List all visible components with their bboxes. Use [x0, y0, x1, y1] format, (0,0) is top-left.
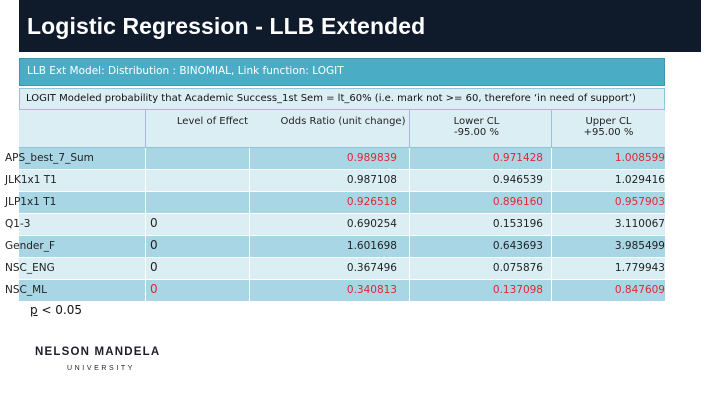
logo-main-text: NELSON MANDELA: [35, 346, 161, 358]
subtitle-text: LOGIT Modeled probability that Academic …: [26, 93, 636, 104]
row-level: 0: [145, 214, 249, 235]
header-upper-line2: +95.00 %: [583, 127, 634, 138]
page-title: Logistic Regression - LLB Extended: [27, 13, 426, 39]
results-table: Level of Effect Odds Ratio (unit change)…: [5, 110, 665, 302]
row-label: NSC_ML: [5, 284, 48, 296]
row-lower: 0.643693: [409, 236, 551, 257]
row-lower: 0.971428: [409, 148, 551, 169]
p-symbol: p: [30, 303, 38, 317]
row-upper: 3.110067: [551, 214, 665, 235]
header-label: [5, 110, 145, 147]
row-level: [145, 148, 249, 169]
table-header: Level of Effect Odds Ratio (unit change)…: [19, 110, 665, 148]
row-label: Q1-3: [5, 218, 31, 230]
table-row: Q1-3 0 0.690254 0.153196 3.110067: [5, 214, 665, 236]
row-odds: 0.987108: [249, 170, 409, 191]
row-label: JLK1x1 T1: [5, 174, 57, 186]
row-level: [145, 192, 249, 213]
row-odds: 0.926518: [249, 192, 409, 213]
table-row: NSC_ML 0 0.340813 0.137098 0.847609: [5, 280, 665, 302]
row-label: JLP1x1 T1: [5, 196, 57, 208]
row-label: Gender_F: [5, 240, 55, 252]
row-lower: 0.137098: [409, 280, 551, 301]
row-lower: 0.946539: [409, 170, 551, 191]
row-odds: 0.989839: [249, 148, 409, 169]
row-upper: 0.847609: [551, 280, 665, 301]
row-odds: 0.340813: [249, 280, 409, 301]
row-label: NSC_ENG: [5, 262, 55, 274]
table-row: NSC_ENG 0 0.367496 0.075876 1.779943: [5, 258, 665, 280]
header-upper: Upper CL +95.00 %: [551, 110, 665, 147]
table-row: Gender_F 0 1.601698 0.643693 3.985499: [5, 236, 665, 258]
title-bar: Logistic Regression - LLB Extended: [19, 0, 701, 52]
table-row: JLK1x1 T1 0.987108 0.946539 1.029416: [5, 170, 665, 192]
row-level: 0: [145, 258, 249, 279]
row-odds: 0.367496: [249, 258, 409, 279]
header-odds: Odds Ratio (unit change): [280, 116, 406, 127]
row-upper: 0.957903: [551, 192, 665, 213]
header-lower-line1: Lower CL: [453, 116, 500, 127]
logo-sub-text: UNIVERSITY: [67, 365, 136, 372]
model-header: LLB Ext Model: Distribution : BINOMIAL, …: [19, 58, 665, 86]
row-label: APS_best_7_Sum: [5, 152, 94, 164]
row-upper: 1.029416: [551, 170, 665, 191]
significance-threshold: < 0.05: [37, 303, 83, 317]
header-level: Level of Effect: [145, 110, 275, 147]
model-header-text: LLB Ext Model: Distribution : BINOMIAL, …: [27, 65, 344, 77]
row-odds: 0.690254: [249, 214, 409, 235]
table-row: JLP1x1 T1 0.926518 0.896160 0.957903: [5, 192, 665, 214]
subtitle-row: LOGIT Modeled probability that Academic …: [19, 88, 665, 110]
header-lower: Lower CL -95.00 %: [409, 110, 551, 147]
row-odds: 1.601698: [249, 236, 409, 257]
university-logo: NELSON MANDELA UNIVERSITY: [35, 346, 165, 376]
header-lower-line2: -95.00 %: [454, 127, 499, 138]
table-row: APS_best_7_Sum 0.989839 0.971428 1.00859…: [5, 148, 665, 170]
row-lower: 0.896160: [409, 192, 551, 213]
significance-note: p < 0.05: [30, 303, 82, 317]
header-upper-line1: Upper CL: [585, 116, 632, 127]
row-upper: 1.008599: [551, 148, 665, 169]
row-lower: 0.153196: [409, 214, 551, 235]
row-lower: 0.075876: [409, 258, 551, 279]
row-level: 0: [145, 236, 249, 257]
row-level: [145, 170, 249, 191]
row-level: 0: [145, 280, 249, 301]
row-upper: 3.985499: [551, 236, 665, 257]
row-upper: 1.779943: [551, 258, 665, 279]
